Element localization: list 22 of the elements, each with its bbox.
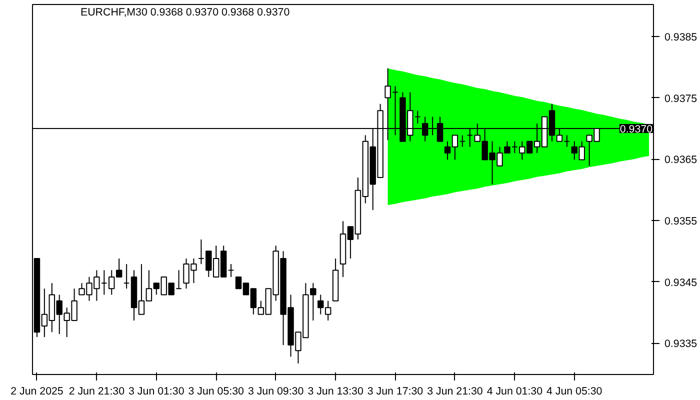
candlestick [564,134,570,148]
x-tick-label: 4 Jun 05:30 [546,386,602,398]
y-tick-label: 0.9355 [664,215,698,228]
y-tick-label: 0.9345 [664,276,698,289]
x-tick-label: 3 Jun 21:30 [427,386,483,398]
x-tick-label: 3 Jun 17:30 [367,386,424,398]
x-tick-label: 4 Jun 01:30 [486,386,543,398]
x-tick-label: 2 Jun 2025 [10,386,64,398]
x-tick-label: 3 Jun 05:30 [188,386,244,398]
chart-title: EURCHF,M30 0.9368 0.9370 0.9368 0.9370 [80,6,290,18]
ref-line-label: 0.9370 [620,123,653,136]
candlestick [228,264,234,278]
x-tick-label: 3 Jun 01:30 [128,386,184,398]
y-tick-label: 0.9375 [664,92,698,105]
candlestick [459,134,466,148]
y-tick-label: 0.9385 [664,31,698,44]
y-tick-label: 0.9335 [664,338,698,350]
y-tick-label: 0.9365 [664,154,698,166]
x-tick-label: 3 Jun 13:30 [308,386,364,398]
x-tick-label: 3 Jun 09:30 [248,386,304,398]
x-tick-label: 2 Jun 21:30 [68,386,125,398]
candlestick [123,264,130,290]
